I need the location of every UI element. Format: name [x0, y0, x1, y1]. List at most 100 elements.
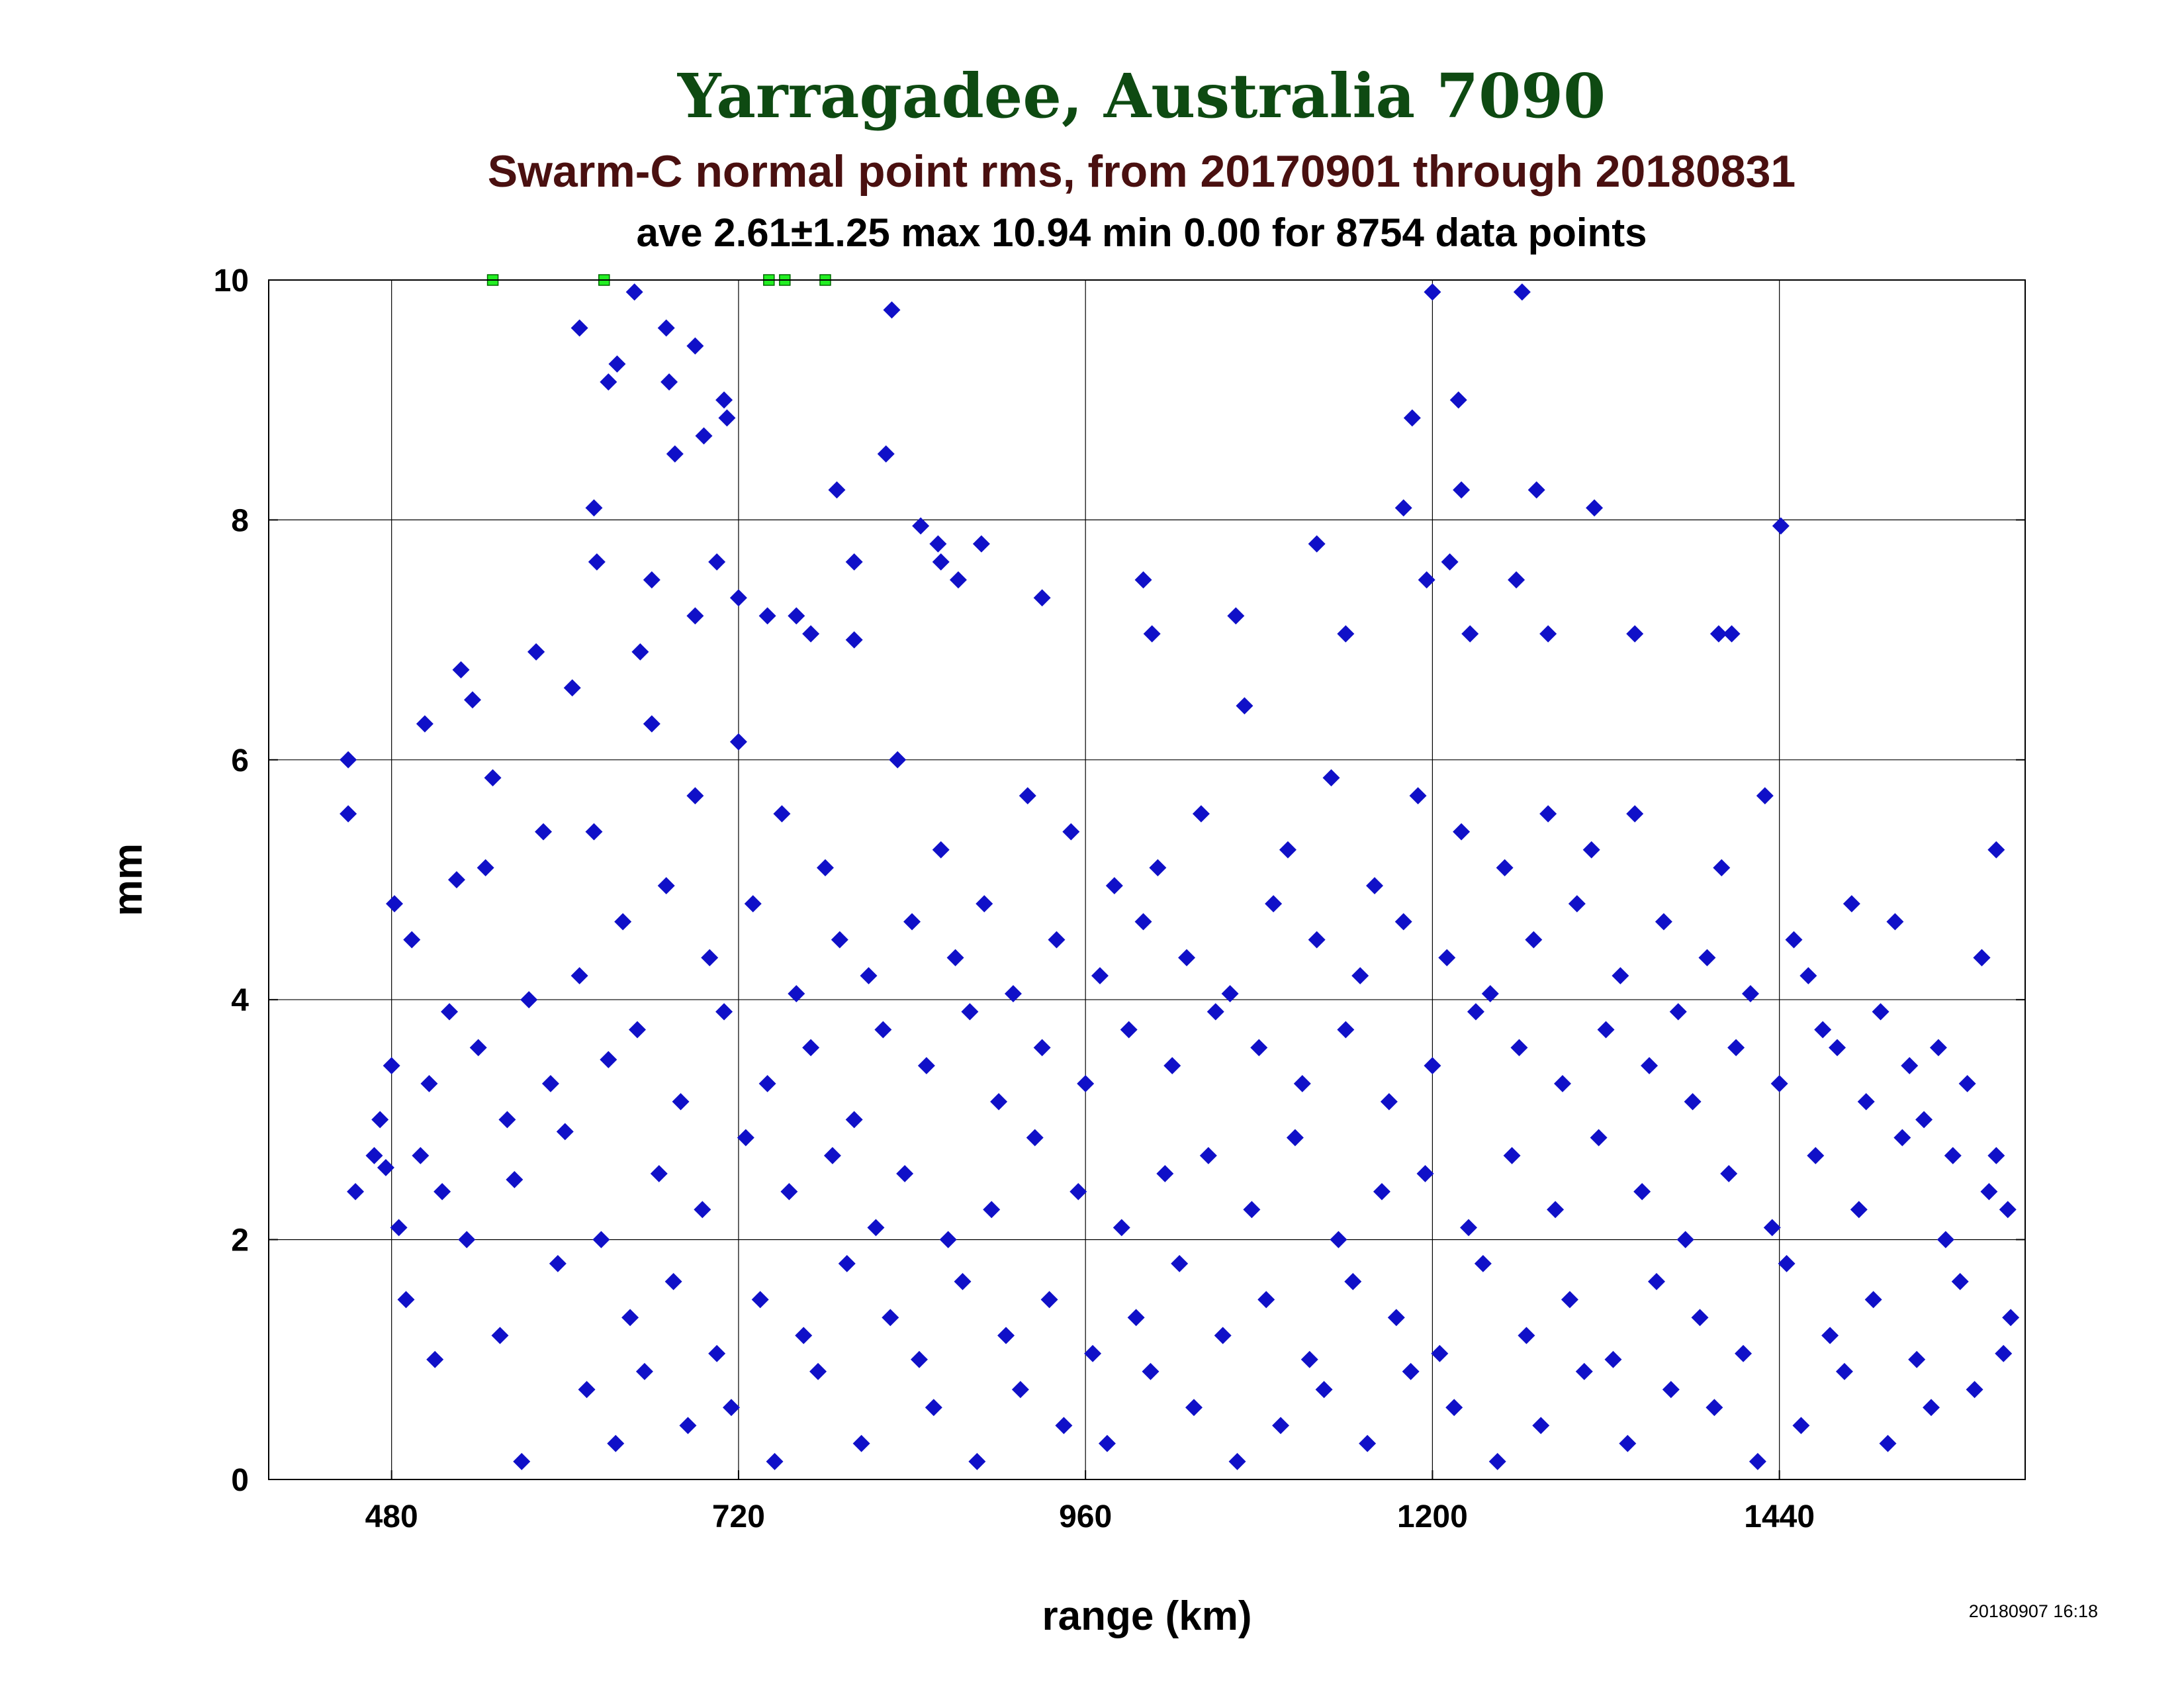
data-point	[1879, 1434, 1897, 1452]
data-point	[1453, 481, 1471, 499]
data-point	[1474, 1254, 1492, 1272]
data-point	[535, 823, 553, 841]
data-point	[1785, 931, 1803, 949]
data-point	[447, 871, 465, 888]
data-point	[1821, 1327, 1839, 1344]
data-point	[1279, 841, 1297, 859]
data-point	[643, 715, 660, 733]
x-tick-label: 720	[712, 1499, 765, 1534]
data-point	[823, 1147, 841, 1164]
data-point	[1619, 1434, 1637, 1452]
data-point	[513, 1452, 531, 1470]
data-point	[1206, 1003, 1224, 1021]
data-point	[838, 1254, 856, 1272]
data-point	[1337, 625, 1355, 643]
data-point	[1626, 805, 1644, 823]
data-point	[1330, 1231, 1347, 1248]
data-point	[600, 1051, 617, 1068]
data-point	[484, 769, 502, 786]
data-point	[1669, 1003, 1687, 1021]
data-point	[347, 1183, 365, 1201]
data-point	[1143, 625, 1161, 643]
data-point	[949, 571, 967, 588]
chart-subtitle: Swarm-C normal point rms, from 20170901 …	[488, 146, 1796, 197]
data-point	[809, 1362, 827, 1380]
data-point	[997, 1327, 1015, 1344]
data-point	[972, 535, 990, 553]
data-point	[831, 931, 848, 949]
data-point	[961, 1003, 979, 1021]
data-point	[1250, 1039, 1268, 1056]
data-point	[1149, 859, 1167, 876]
data-point	[1973, 949, 1991, 966]
data-point	[802, 1039, 820, 1056]
data-point	[1857, 1093, 1875, 1111]
data-point	[1980, 1183, 1998, 1201]
data-point	[570, 966, 588, 984]
data-point	[1713, 859, 1731, 876]
data-point	[1351, 966, 1369, 984]
data-points	[340, 283, 2020, 1470]
data-point	[686, 337, 704, 355]
data-point	[631, 643, 649, 661]
data-point	[1999, 1201, 2017, 1219]
data-point	[1966, 1381, 1983, 1399]
data-point	[1460, 1219, 1478, 1237]
data-point	[1843, 895, 1860, 913]
chart-title: Yarragadee, Australia 7090	[677, 60, 1606, 132]
data-point	[1214, 1327, 1232, 1344]
data-point	[845, 553, 863, 571]
data-point	[1424, 283, 1441, 301]
x-tick-label: 1200	[1397, 1499, 1468, 1534]
data-point	[1633, 1183, 1651, 1201]
data-point	[1308, 931, 1326, 949]
data-point	[679, 1417, 697, 1434]
data-point	[1127, 1309, 1145, 1327]
data-point	[758, 1075, 776, 1093]
data-point	[1048, 931, 1066, 949]
data-point	[1706, 1399, 1723, 1417]
data-point	[570, 319, 588, 337]
data-point	[650, 1164, 668, 1182]
data-point	[1488, 1452, 1506, 1470]
data-point	[1539, 805, 1557, 823]
data-point	[1236, 697, 1253, 715]
data-point	[874, 1021, 892, 1039]
data-point	[643, 571, 660, 588]
data-point	[1185, 1399, 1203, 1417]
data-point	[441, 1003, 459, 1021]
data-point	[1033, 1039, 1051, 1056]
data-point	[386, 895, 404, 913]
data-point	[664, 1273, 682, 1291]
tick-labels: 480 720 960 1200 1440 0 2 4 6 8 10	[214, 263, 1815, 1534]
data-point	[882, 1309, 899, 1327]
data-point	[1496, 859, 1514, 876]
data-point	[463, 691, 481, 709]
data-point	[883, 301, 901, 319]
data-point	[383, 1056, 400, 1074]
data-point	[1403, 409, 1421, 427]
data-point	[729, 589, 747, 607]
data-point	[1626, 625, 1644, 643]
data-point	[708, 1344, 726, 1362]
data-point	[1344, 1273, 1362, 1291]
data-point	[1300, 1350, 1318, 1368]
chart-stats-line: ave 2.61±1.25 max 10.94 min 0.00 for 875…	[636, 211, 1647, 255]
x-tick-label: 960	[1059, 1499, 1112, 1534]
data-point	[896, 1164, 914, 1182]
data-point	[939, 1231, 957, 1248]
data-point	[932, 841, 950, 859]
data-point	[1481, 985, 1499, 1003]
data-point	[498, 1111, 516, 1129]
data-point	[1387, 1309, 1405, 1327]
data-point	[506, 1171, 523, 1188]
data-point	[686, 787, 704, 805]
data-point	[968, 1452, 986, 1470]
data-point	[1582, 841, 1600, 859]
data-point	[802, 625, 820, 643]
data-point	[1958, 1075, 1976, 1093]
data-point	[1265, 895, 1283, 913]
data-point	[828, 481, 846, 499]
data-point	[1723, 625, 1741, 643]
data-point	[365, 1147, 383, 1164]
